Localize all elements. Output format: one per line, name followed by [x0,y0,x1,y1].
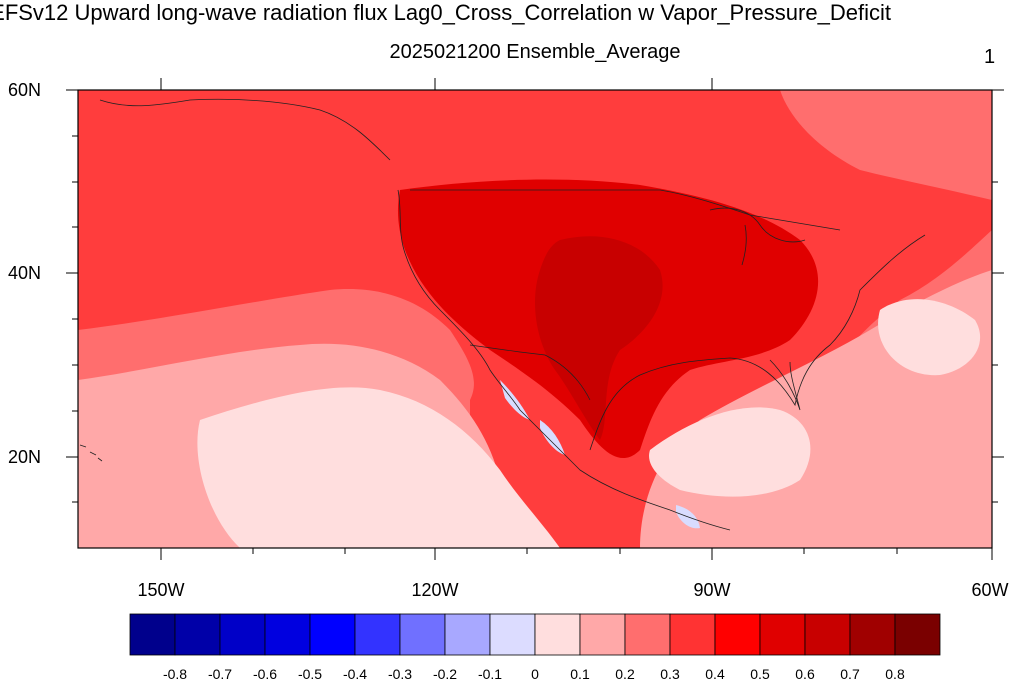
colorbar-box [264,613,311,656]
figure-title: GEFSv12 Upward long-wave radiation flux … [0,0,891,25]
figure-subtitle: 2025021200 Ensemble_Average [389,41,681,63]
colorbar-box [624,613,671,656]
alaska-coast [99,98,391,161]
lon-label-60w: 60W [971,580,1009,600]
colorbar-label: -0.4 [342,666,368,682]
colorbar-box [804,613,851,656]
colorbar-label: 0.7 [840,666,860,682]
colorbar-box [579,613,626,656]
colorbar-box [714,613,761,656]
colorbar-label: -0.5 [297,666,323,682]
colorbar-label: 0 [531,666,539,682]
coastline-gulf [589,234,926,451]
colorbar-label: 0.3 [660,666,680,682]
colorbar-box [354,613,401,656]
border-us-mexico [469,344,591,401]
colorbar-box [444,613,491,656]
field-negative-gulf [540,420,565,455]
colorbar-box [489,613,536,656]
field-contour-lowest-ne [878,299,981,376]
colorbar-label: -0.1 [477,666,503,682]
panel-number: 1 [984,46,996,68]
colorbar-label: -0.8 [162,666,188,682]
colorbar-box [669,613,716,656]
colorbar-box [219,613,266,656]
map-field [78,90,992,548]
colorbar-box [399,613,446,656]
colorbar-box [759,613,806,656]
colorbar-label: 0.8 [885,666,905,682]
lat-label-60n: 60N [8,80,42,100]
colorbar-label: 0.6 [795,666,815,682]
colorbar-label: 0.4 [705,666,725,682]
axis-ticks [66,78,1004,560]
lat-label-40n: 40N [8,263,42,283]
field-negative-baja [500,380,530,420]
coastline-west [397,189,731,531]
lon-label-120w: 120W [411,580,459,600]
great-lakes [709,207,806,266]
field-contour-lowest-east [649,407,811,497]
field-contour-lowest [197,387,561,548]
colorbar-label: -0.6 [252,666,278,682]
colorbar-box [174,613,221,656]
field-contour-north-east [780,90,992,200]
lat-label-20n: 20N [8,447,42,467]
hawaii [79,444,103,462]
field-contour-land-peak [535,236,663,440]
colorbar-box [129,613,176,656]
colorbar-label: -0.3 [387,666,413,682]
colorbar [129,613,941,656]
colorbar-box [534,613,581,656]
florida [769,359,801,411]
lon-label-90w: 90W [693,580,731,600]
colorbar-label: 0.2 [615,666,635,682]
colorbar-box [894,613,941,656]
colorbar-box [849,613,896,656]
colorbar-label: 0.5 [750,666,770,682]
colorbar-box [309,613,356,656]
colorbar-label: -0.2 [432,666,458,682]
colorbar-label: 0.1 [570,666,590,682]
colorbar-label: -0.7 [207,666,233,682]
lon-label-150w: 150W [137,580,185,600]
